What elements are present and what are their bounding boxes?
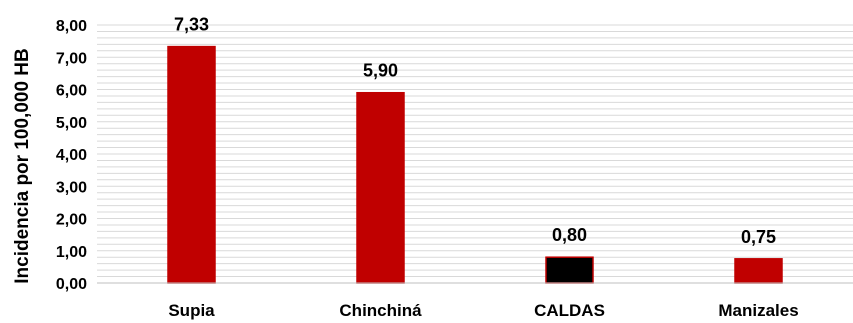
y-tick-label: 5,00 [56, 115, 87, 132]
data-label: 0,80 [552, 225, 587, 245]
y-tick-label: 8,00 [56, 18, 87, 35]
bar-supia [167, 45, 216, 284]
data-label: 0,75 [741, 227, 776, 247]
y-tick-label: 1,00 [56, 244, 87, 261]
y-tick-label: 7,00 [56, 50, 87, 67]
y-axis-ticks: 0,00 1,00 2,00 3,00 4,00 5,00 6,00 7,00 8,00 [56, 18, 87, 293]
y-tick-label: 0,00 [56, 276, 87, 293]
bar-manizales [734, 258, 783, 284]
x-tick-label: Manizales [718, 301, 798, 320]
y-tick-label: 4,00 [56, 147, 87, 164]
y-tick-label: 3,00 [56, 179, 87, 196]
x-tick-label: Supia [168, 301, 215, 320]
x-tick-label: CALDAS [534, 301, 605, 320]
y-axis-label: Incidencia por 100,000 HB [12, 48, 33, 284]
bar-chinchiná [356, 91, 405, 284]
x-tick-label: Chinchiná [339, 301, 422, 320]
x-axis-categories: Supia Chinchiná CALDAS Manizales [168, 301, 798, 320]
data-label: 7,33 [174, 15, 209, 35]
bar-caldas [545, 256, 594, 284]
gridlines [97, 24, 853, 278]
data-label: 5,90 [363, 61, 398, 81]
y-tick-label: 6,00 [56, 83, 87, 100]
bars [167, 45, 783, 284]
y-tick-label: 2,00 [56, 212, 87, 229]
data-labels: 7,33 5,90 0,80 0,75 [174, 15, 776, 247]
